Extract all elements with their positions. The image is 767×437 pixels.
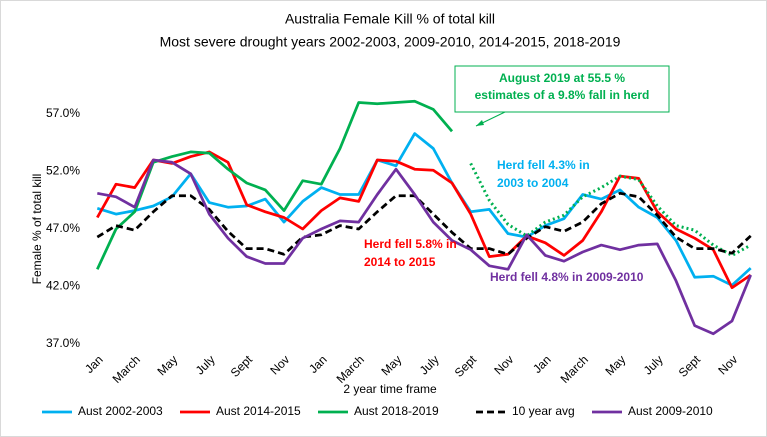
legend-label: Aust 2014-2015: [216, 404, 301, 418]
legend-label: 10 year avg: [512, 404, 575, 418]
annotation: Herd fell 5.8% in: [364, 237, 457, 251]
x-axis-label: 2 year time frame: [343, 382, 437, 396]
y-tick-label: 57.0%: [46, 106, 80, 120]
annotation: Herd fell 4.3% in: [497, 158, 590, 172]
annotation: August 2019 at 55.5 %: [499, 71, 625, 85]
annotation: Herd fell 4.8% in 2009-2010: [490, 270, 644, 284]
y-axis-label: Female % of total kill: [30, 174, 44, 285]
y-tick-label: 42.0%: [46, 279, 80, 293]
series-line: [97, 158, 752, 336]
y-tick-label: 37.0%: [46, 336, 80, 350]
annotation-arrowhead: [476, 120, 484, 126]
y-tick-label: 52.0%: [46, 164, 80, 178]
legend-label: Aust 2018-2019: [354, 404, 439, 418]
legend-label: Aust 2009-2010: [628, 404, 713, 418]
legend-label: Aust 2002-2003: [78, 404, 163, 418]
series-line: [96, 132, 752, 287]
annotation-box: [454, 65, 670, 113]
y-tick-label: 47.0%: [46, 221, 80, 235]
annotation: 2014 to 2015: [364, 255, 436, 269]
annotation: 2003 to 2004: [497, 176, 569, 190]
chart-subtitle: Most severe drought years 2002-2003, 200…: [160, 34, 621, 50]
series-line: [96, 191, 752, 256]
chart-title: Australia Female Kill % of total kill: [285, 11, 495, 27]
annotation: estimates of a 9.8% fall in herd: [475, 88, 650, 102]
series-projection: [469, 162, 752, 257]
